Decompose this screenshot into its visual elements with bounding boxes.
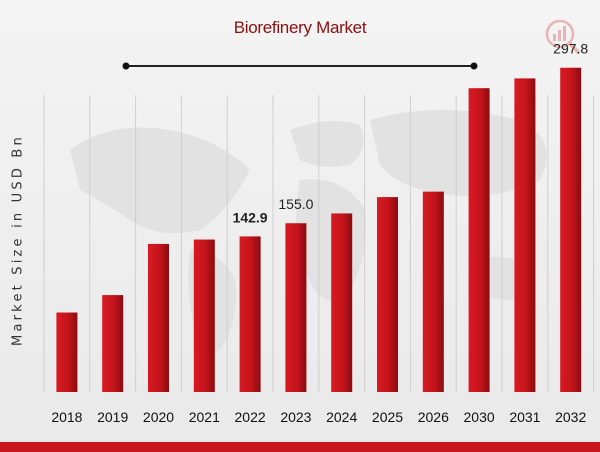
bar-2025	[377, 197, 398, 392]
data-label-2023: 155.0	[278, 196, 313, 212]
x-tick-label: 2024	[326, 409, 357, 425]
range-indicator	[122, 62, 478, 70]
grid-lines	[43, 95, 595, 392]
bar-2019	[102, 295, 124, 392]
logo-icon	[545, 19, 580, 54]
x-tick-label: 2032	[555, 409, 586, 425]
x-tick-label: 2021	[189, 409, 220, 425]
data-label-2032: 297.8	[553, 41, 588, 57]
bar-2018	[56, 312, 78, 392]
bar-2021	[193, 239, 215, 392]
x-tick-label: 2031	[509, 409, 540, 425]
bar-2023	[285, 223, 307, 392]
x-tick-label: 2026	[418, 409, 449, 425]
x-tick-label: 2030	[464, 409, 495, 425]
chart-title: Biorefinery Market	[233, 18, 367, 37]
bar-2026	[422, 191, 444, 392]
x-tick-label: 2019	[97, 409, 128, 425]
bar-2032	[560, 67, 582, 393]
x-tick-label: 2023	[280, 409, 311, 425]
x-tick-label: 2020	[143, 409, 174, 425]
bar-2024	[331, 213, 353, 392]
bar-2030	[468, 88, 490, 392]
x-tick-label: 2025	[372, 409, 403, 425]
data-label-2022: 142.9	[233, 209, 268, 225]
bottom-band	[0, 442, 600, 452]
bar-2031	[514, 78, 536, 393]
x-tick-label: 2022	[235, 409, 266, 425]
bar-2022	[239, 236, 261, 392]
bar-2020	[148, 243, 169, 392]
x-tick-label: 2018	[51, 409, 82, 425]
